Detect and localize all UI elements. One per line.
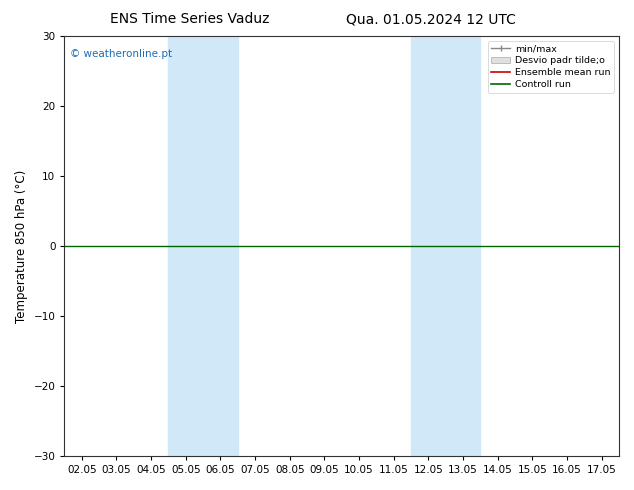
Bar (411, 36, 481, 456)
Y-axis label: Temperature 850 hPa (°C): Temperature 850 hPa (°C) (15, 170, 28, 323)
Text: © weatheronline.pt: © weatheronline.pt (70, 49, 172, 59)
Legend: min/max, Desvio padr tilde;o, Ensemble mean run, Controll run: min/max, Desvio padr tilde;o, Ensemble m… (488, 41, 614, 93)
Text: ENS Time Series Vaduz: ENS Time Series Vaduz (110, 12, 270, 26)
Bar (169, 36, 238, 456)
Text: Qua. 01.05.2024 12 UTC: Qua. 01.05.2024 12 UTC (346, 12, 516, 26)
